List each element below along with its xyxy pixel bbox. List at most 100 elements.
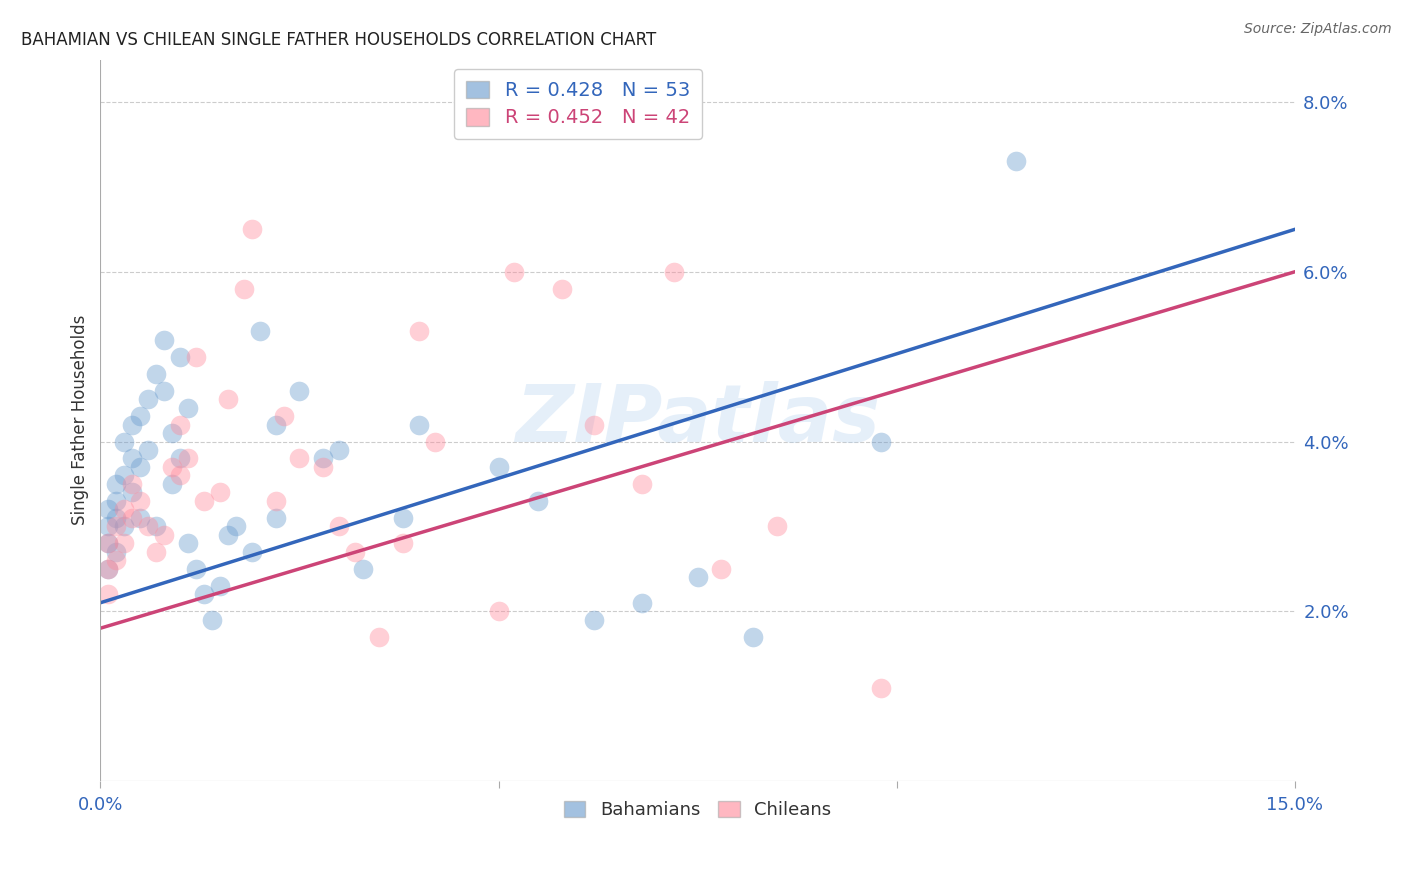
Point: [105, 511, 128, 525]
Point: [869, 434, 891, 449]
Point: [583, 613, 606, 627]
Point: [169, 417, 191, 432]
Point: [169, 451, 191, 466]
Point: [264, 417, 287, 432]
Point: [551, 282, 574, 296]
Point: [112, 434, 135, 449]
Point: [97, 536, 120, 550]
Point: [169, 350, 191, 364]
Point: [177, 451, 200, 466]
Point: [527, 494, 550, 508]
Point: [288, 384, 311, 398]
Point: [97, 562, 120, 576]
Point: [97, 562, 120, 576]
Point: [129, 460, 152, 475]
Point: [97, 587, 120, 601]
Point: [328, 519, 350, 533]
Point: [112, 502, 135, 516]
Point: [121, 451, 143, 466]
Point: [264, 494, 287, 508]
Point: [184, 562, 207, 576]
Point: [208, 579, 231, 593]
Point: [232, 282, 254, 296]
Point: [145, 545, 167, 559]
Point: [145, 367, 167, 381]
Point: [686, 570, 709, 584]
Point: [408, 417, 430, 432]
Point: [662, 265, 685, 279]
Point: [217, 528, 239, 542]
Point: [208, 485, 231, 500]
Point: [169, 468, 191, 483]
Point: [368, 630, 391, 644]
Point: [225, 519, 247, 533]
Point: [766, 519, 789, 533]
Point: [153, 528, 176, 542]
Point: [129, 494, 152, 508]
Point: [488, 460, 510, 475]
Point: [488, 604, 510, 618]
Point: [97, 536, 120, 550]
Point: [153, 384, 176, 398]
Point: [121, 511, 143, 525]
Point: [240, 222, 263, 236]
Point: [177, 401, 200, 415]
Point: [328, 442, 350, 457]
Point: [408, 324, 430, 338]
Point: [129, 511, 152, 525]
Point: [177, 536, 200, 550]
Point: [201, 613, 224, 627]
Point: [184, 350, 207, 364]
Point: [273, 409, 295, 423]
Text: Source: ZipAtlas.com: Source: ZipAtlas.com: [1244, 22, 1392, 37]
Point: [503, 265, 526, 279]
Point: [105, 519, 128, 533]
Text: BAHAMIAN VS CHILEAN SINGLE FATHER HOUSEHOLDS CORRELATION CHART: BAHAMIAN VS CHILEAN SINGLE FATHER HOUSEH…: [21, 31, 657, 49]
Point: [121, 477, 143, 491]
Point: [160, 477, 183, 491]
Y-axis label: Single Father Households: Single Father Households: [72, 315, 89, 525]
Point: [869, 681, 891, 695]
Point: [288, 451, 311, 466]
Point: [392, 511, 415, 525]
Legend: Bahamians, Chileans: Bahamians, Chileans: [557, 793, 839, 826]
Point: [352, 562, 374, 576]
Point: [160, 460, 183, 475]
Point: [240, 545, 263, 559]
Point: [193, 587, 215, 601]
Point: [136, 442, 159, 457]
Point: [583, 417, 606, 432]
Point: [112, 468, 135, 483]
Point: [344, 545, 367, 559]
Point: [193, 494, 215, 508]
Point: [392, 536, 415, 550]
Point: [112, 536, 135, 550]
Point: [1005, 154, 1028, 169]
Point: [105, 553, 128, 567]
Text: ZIPatlas: ZIPatlas: [515, 381, 880, 459]
Point: [105, 494, 128, 508]
Point: [97, 519, 120, 533]
Point: [423, 434, 446, 449]
Point: [97, 502, 120, 516]
Point: [145, 519, 167, 533]
Point: [742, 630, 765, 644]
Point: [129, 409, 152, 423]
Point: [217, 392, 239, 406]
Point: [105, 545, 128, 559]
Point: [105, 477, 128, 491]
Point: [264, 511, 287, 525]
Point: [160, 425, 183, 440]
Point: [631, 596, 654, 610]
Point: [136, 519, 159, 533]
Point: [312, 451, 335, 466]
Point: [121, 485, 143, 500]
Point: [249, 324, 271, 338]
Point: [312, 460, 335, 475]
Point: [710, 562, 733, 576]
Point: [121, 417, 143, 432]
Point: [112, 519, 135, 533]
Point: [136, 392, 159, 406]
Point: [153, 333, 176, 347]
Point: [631, 477, 654, 491]
